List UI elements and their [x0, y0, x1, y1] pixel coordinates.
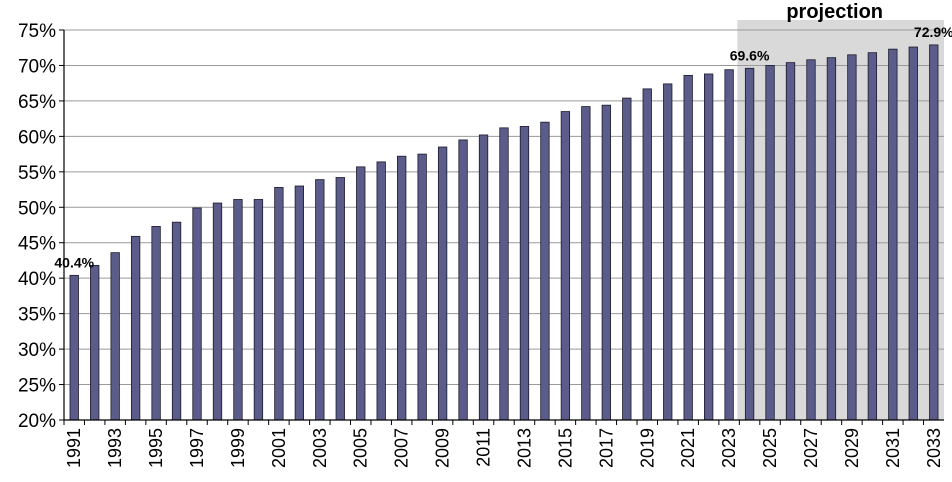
bar [765, 65, 775, 421]
x-tick-label: 1997 [187, 428, 207, 468]
x-tick-label: 2033 [924, 428, 944, 468]
x-axis-ticks: 1991 1993 1995 1997 1999 2001 2003 2005 2007 2009… [63, 420, 944, 468]
bar [785, 62, 796, 421]
bar [253, 199, 264, 421]
x-tick-label: 2005 [351, 428, 371, 468]
y-tick-label: 20% [18, 411, 56, 432]
bar [171, 221, 182, 421]
x-tick-label: 1995 [146, 428, 166, 468]
bar [437, 146, 448, 421]
bar [69, 274, 79, 421]
bar [867, 52, 878, 421]
bar [744, 67, 755, 421]
bar [417, 153, 427, 421]
bar [478, 134, 489, 421]
bar [519, 126, 530, 421]
x-tick-label: 2025 [760, 428, 780, 468]
bar [335, 177, 345, 421]
bar [315, 179, 325, 421]
x-tick-label: 2029 [842, 428, 862, 468]
bar [683, 74, 693, 421]
y-axis-ticks: 20% 25% 30% 35% 40% 45% 50% 55% 60% 65% 70% 75% [18, 21, 56, 432]
bar [581, 106, 591, 421]
bar [90, 265, 100, 421]
bar [847, 54, 857, 421]
x-tick-label: 2013 [514, 428, 534, 468]
y-tick-label: 25% [18, 376, 56, 397]
x-tick-label: 2001 [269, 428, 289, 468]
x-tick-label: 2007 [392, 428, 412, 468]
x-tick-label: 2009 [433, 428, 453, 468]
x-tick-label: 2011 [474, 428, 494, 467]
x-tick-label: 1993 [105, 428, 125, 468]
y-tick-label: 65% [18, 92, 56, 113]
bar [601, 104, 611, 421]
data-label: 40.4% [54, 254, 94, 270]
x-tick-label: 2023 [719, 428, 739, 468]
bar [130, 235, 141, 421]
x-tick-label: 1991 [64, 428, 84, 468]
y-tick-label: 45% [18, 234, 56, 255]
bar [622, 97, 632, 421]
bar [642, 88, 652, 421]
bar [192, 207, 202, 421]
bar [294, 185, 304, 421]
y-tick-label: 60% [18, 127, 56, 148]
bar [806, 59, 816, 421]
bar [888, 48, 898, 421]
y-tick-label: 55% [18, 163, 56, 184]
bar [151, 226, 161, 421]
bar [663, 83, 673, 421]
bar [233, 199, 243, 421]
x-tick-label: 2027 [801, 428, 821, 468]
bar [458, 139, 468, 421]
y-tick-label: 35% [18, 305, 56, 326]
bar [929, 44, 939, 421]
y-tick-label: 75% [18, 21, 56, 42]
bar [110, 252, 120, 421]
y-tick-label: 70% [18, 56, 56, 77]
x-tick-label: 2019 [637, 428, 657, 468]
bar [560, 111, 571, 421]
x-tick-label: 2017 [596, 428, 616, 468]
data-label: 69.6% [730, 47, 770, 63]
projection-label: projection [786, 1, 883, 23]
y-tick-label: 50% [18, 198, 56, 219]
x-tick-label: 2021 [678, 428, 698, 468]
x-tick-label: 1999 [228, 428, 248, 468]
x-tick-label: 2015 [555, 428, 575, 468]
bar [397, 155, 407, 421]
data-labels: 40.4% 69.6% 72.9% [54, 24, 952, 270]
data-label: 72.9% [914, 24, 952, 40]
bars [69, 44, 939, 421]
bar [274, 187, 284, 421]
bar [826, 57, 837, 421]
bar [376, 161, 386, 421]
bar [724, 69, 734, 421]
bar [704, 73, 714, 421]
bar [212, 202, 223, 421]
bar [540, 121, 550, 421]
bar [356, 166, 366, 421]
y-tick-label: 30% [18, 340, 56, 361]
x-tick-label: 2031 [883, 428, 903, 468]
bar [499, 127, 509, 421]
axes [63, 30, 944, 421]
y-tick-label: 40% [18, 269, 56, 290]
bar [908, 46, 918, 421]
x-tick-label: 2003 [310, 428, 330, 468]
